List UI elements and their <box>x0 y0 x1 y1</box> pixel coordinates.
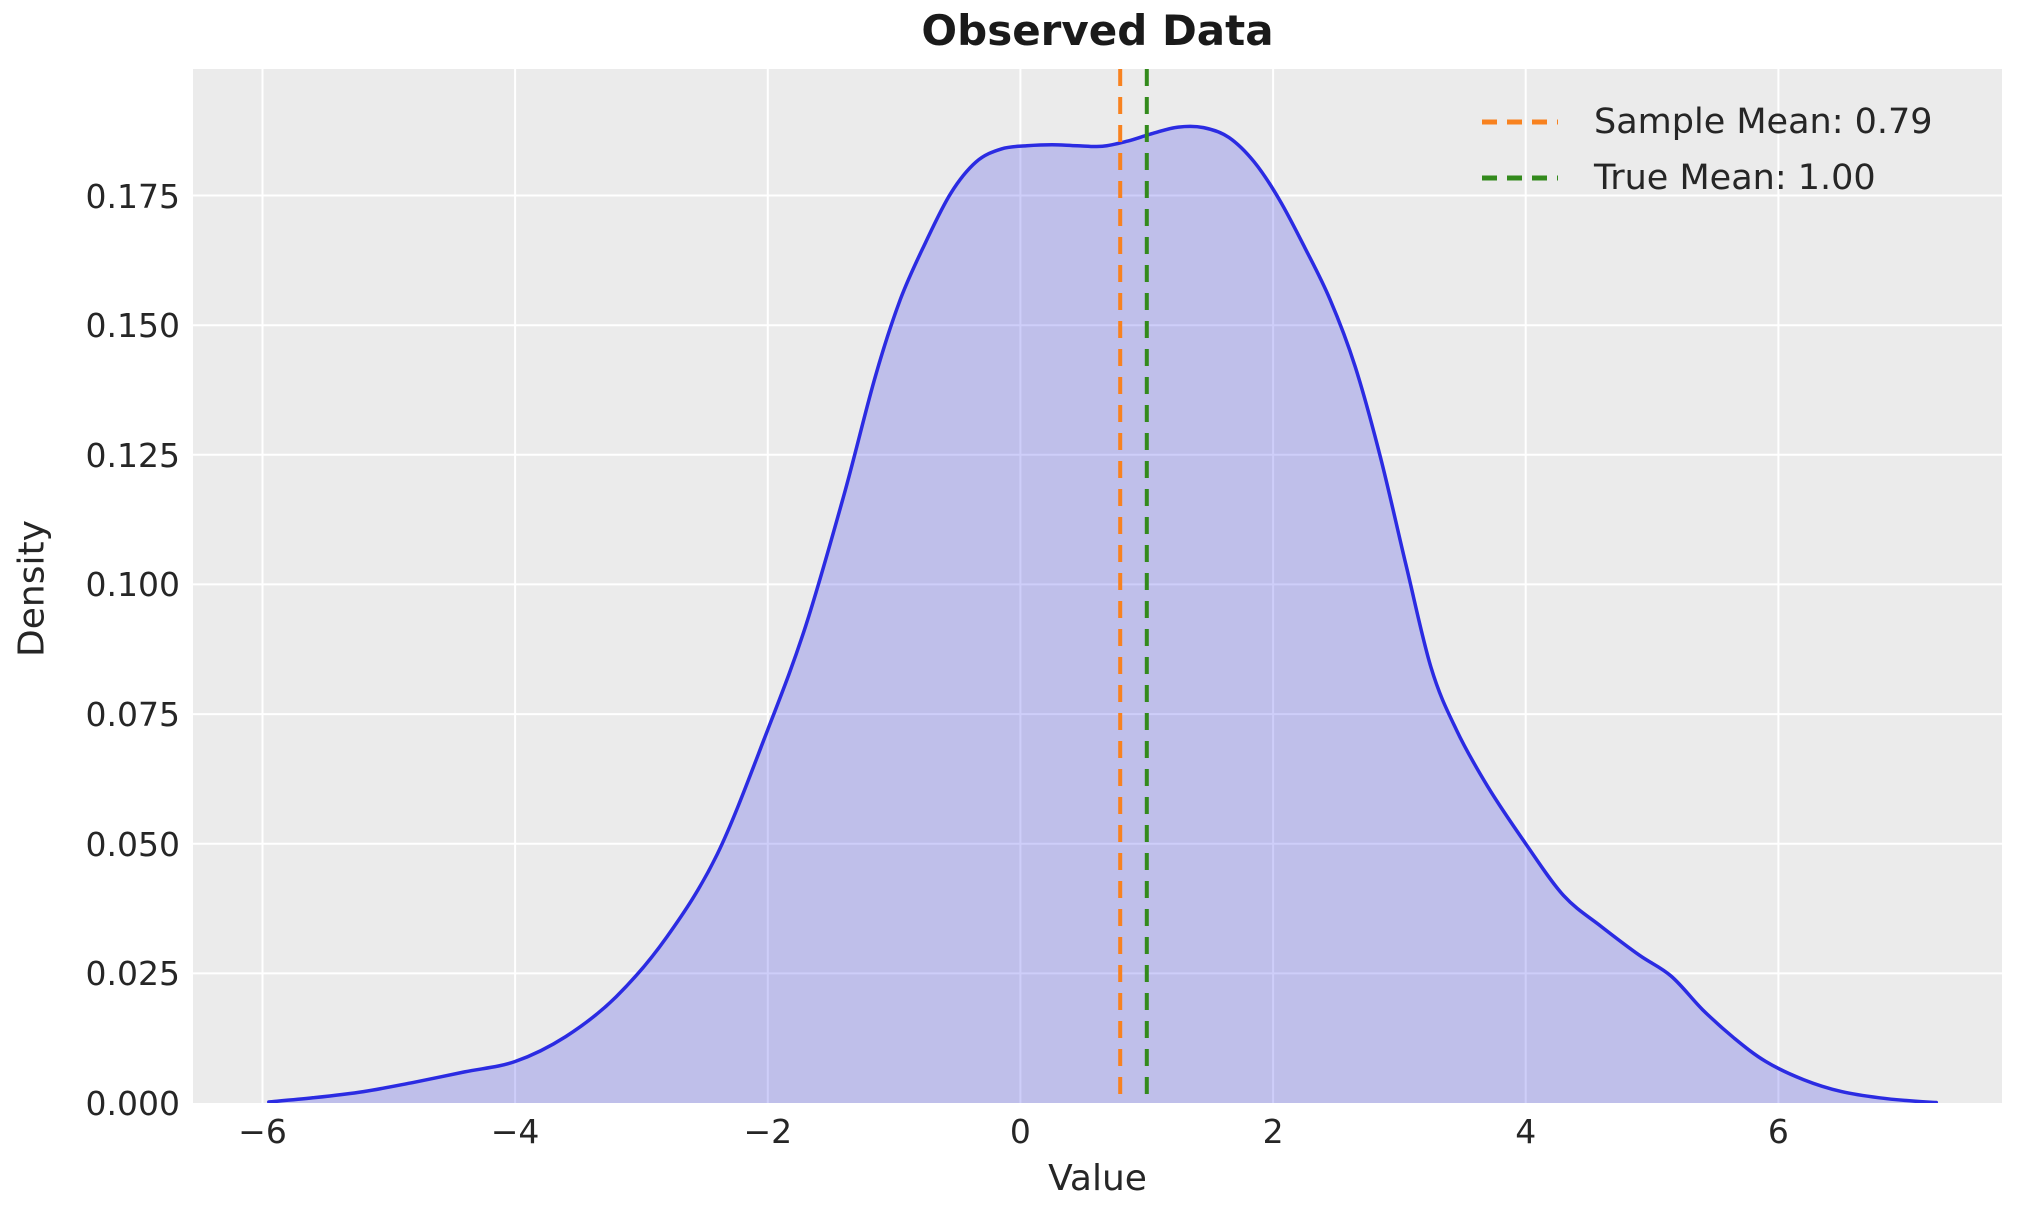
sample-mean-dash-icon <box>1482 119 1558 125</box>
legend-entry-sample-mean: Sample Mean: 0.79 <box>1482 94 1933 150</box>
kde-curve <box>267 124 1939 1103</box>
legend: Sample Mean: 0.79 True Mean: 1.00 <box>1482 94 1933 206</box>
y-tick-label: 0.025 <box>85 954 180 994</box>
y-tick-label: 0.125 <box>85 435 180 475</box>
legend-entry-true-mean: True Mean: 1.00 <box>1482 150 1933 206</box>
x-tick-label: 4 <box>1515 1112 1537 1151</box>
true-mean-dash-icon <box>1482 175 1558 181</box>
axes-background <box>193 69 2002 1103</box>
x-tick-label: 2 <box>1262 1112 1284 1151</box>
x-tick-label: −4 <box>490 1112 540 1151</box>
legend-label-sample-mean: Sample Mean: 0.79 <box>1594 102 1933 142</box>
x-tick-label: 6 <box>1767 1112 1789 1151</box>
x-axis-label: Value <box>1048 1158 1147 1199</box>
kde-fill-area <box>268 126 1937 1103</box>
y-tick-label: 0.175 <box>85 176 180 216</box>
x-tick-label: −2 <box>743 1112 793 1151</box>
y-tick-label: 0.150 <box>85 306 180 346</box>
mean-lines <box>1118 69 1149 1103</box>
x-tick-label: 0 <box>1009 1112 1031 1151</box>
x-tick-label: −6 <box>238 1112 287 1151</box>
chart-title: Observed Data <box>921 6 1274 55</box>
y-tick-label: 0.000 <box>85 1084 180 1123</box>
plot-area <box>193 69 2002 1103</box>
y-tick-label: 0.100 <box>85 565 180 605</box>
gridlines <box>193 69 2002 1103</box>
y-tick-label: 0.075 <box>85 695 180 735</box>
legend-label-true-mean: True Mean: 1.00 <box>1594 158 1876 198</box>
y-tick-label: 0.050 <box>85 824 180 864</box>
kde-plot-svg <box>193 69 2002 1103</box>
y-axis-label: Density <box>11 520 53 657</box>
